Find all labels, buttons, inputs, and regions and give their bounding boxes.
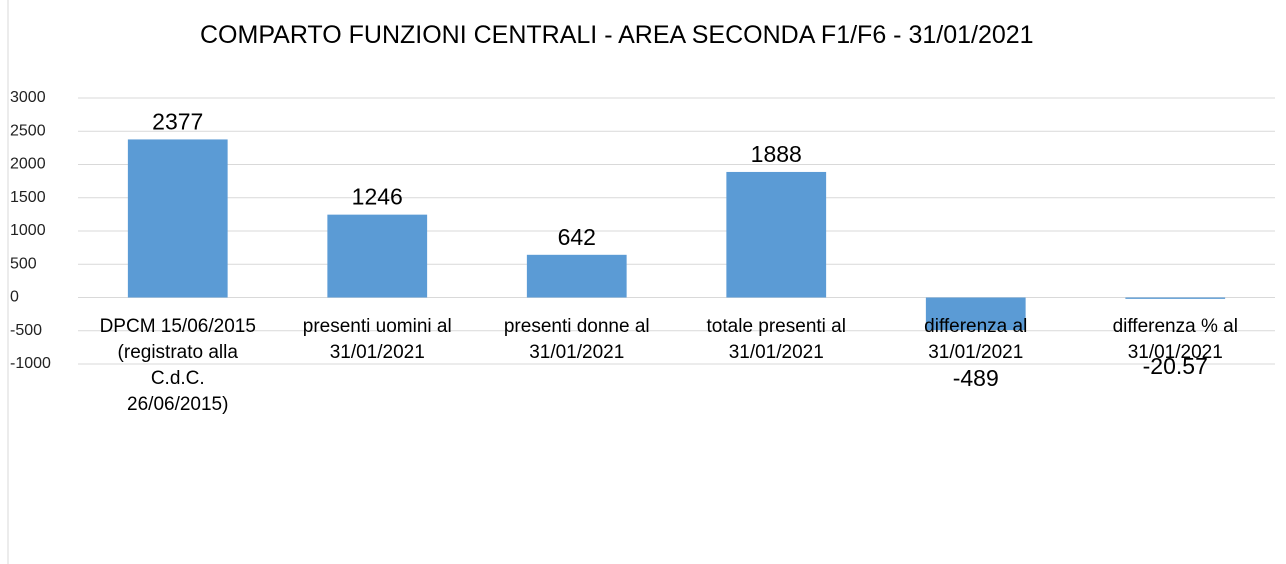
y-tick-label: 2500 <box>10 122 46 139</box>
y-tick-label: 500 <box>10 255 37 272</box>
x-tick-label: differenza al 31/01/2021 <box>924 316 1028 363</box>
bar <box>526 254 627 298</box>
y-tick-label: -500 <box>10 322 42 339</box>
y-tick-label: 2000 <box>10 156 46 173</box>
y-tick-label: 1000 <box>10 222 46 239</box>
bar <box>726 171 827 298</box>
y-tick-label: 1500 <box>10 189 46 206</box>
data-label: 1888 <box>751 141 802 167</box>
bar <box>327 214 428 298</box>
data-label: 2377 <box>152 109 203 135</box>
x-tick-label: totale presenti al 31/01/2021 <box>706 316 846 363</box>
data-label: -489 <box>953 365 999 391</box>
y-tick-label: 0 <box>10 289 19 306</box>
x-tick-label: presenti uomini al 31/01/2021 <box>302 316 452 363</box>
x-tick-label: presenti donne al 31/01/2021 <box>503 316 650 363</box>
y-tick-label: 3000 <box>10 89 46 106</box>
bar <box>127 139 228 298</box>
data-label: 1246 <box>352 184 403 210</box>
x-tick-label: DPCM 15/06/2015 (registrato alla C.d.C. … <box>99 316 256 415</box>
y-tick-label: -1000 <box>10 355 51 372</box>
data-label: -20.57 <box>1143 353 1208 379</box>
chart-title: COMPARTO FUNZIONI CENTRALI - AREA SECOND… <box>200 21 1034 49</box>
bar <box>1125 297 1226 299</box>
data-label: 642 <box>558 224 596 250</box>
x-tick-label: differenza % al 31/01/2021 <box>1112 316 1238 363</box>
bar <box>925 297 1026 331</box>
